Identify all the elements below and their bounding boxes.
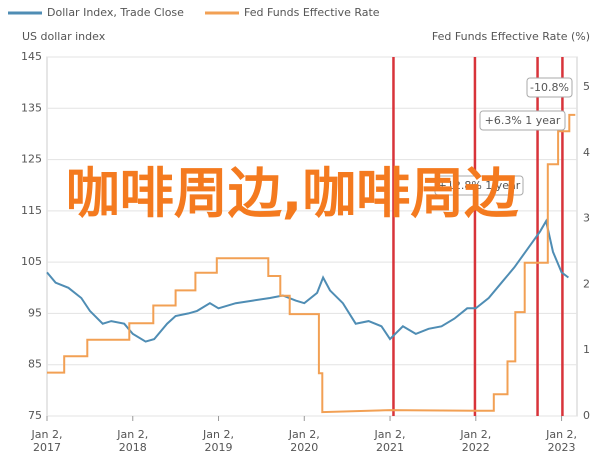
y-tick-label: 145: [21, 50, 42, 63]
x-tick-label: Jan 2, 2022: [460, 428, 492, 454]
annotation-box: [479, 110, 566, 131]
x-tick-label: Jan 2, 2019: [203, 428, 234, 454]
annotation-box: [526, 77, 573, 98]
annotation-box: [434, 175, 524, 196]
y2-tick-label: 1: [583, 343, 590, 356]
annotation: +12.8% 1 year: [438, 179, 521, 192]
y-tick-label: 125: [21, 153, 42, 166]
x-tick-label: Jan 2, 2023: [546, 428, 578, 454]
y-axis-label: US dollar index: [22, 30, 106, 43]
x-tick-label: Jan 2, 2018: [117, 428, 149, 454]
annotation: +6.3% 1 year: [485, 114, 561, 127]
y-tick-label: 135: [21, 101, 42, 114]
series-line: [47, 113, 576, 414]
legend-label: Dollar Index, Trade Close: [47, 6, 184, 19]
y-tick-label: 105: [21, 255, 42, 268]
y-tick-label: 95: [28, 306, 42, 319]
x-tick-label: Jan 2, 2020: [288, 428, 320, 454]
y2-tick-label: 0: [583, 409, 590, 422]
y-tick-label: 85: [28, 358, 42, 371]
y2-tick-label: 2: [583, 277, 590, 290]
watermark: 咖啡周边,咖啡周边: [65, 162, 519, 225]
x-tick-label: Jan 2, 2021: [374, 428, 406, 454]
y2-tick-label: 5: [583, 80, 590, 93]
legend-label: Fed Funds Effective Rate: [244, 6, 380, 19]
x-tick-label: Jan 2, 2017: [31, 428, 63, 454]
y-tick-label: 75: [28, 409, 42, 422]
y2-axis-label: Fed Funds Effective Rate (%): [432, 30, 590, 43]
y2-tick-label: 4: [583, 146, 590, 159]
y2-tick-label: 3: [583, 212, 590, 225]
y-tick-label: 115: [21, 204, 42, 217]
series-line: [46, 218, 569, 343]
annotation: -10.8%: [530, 81, 569, 94]
